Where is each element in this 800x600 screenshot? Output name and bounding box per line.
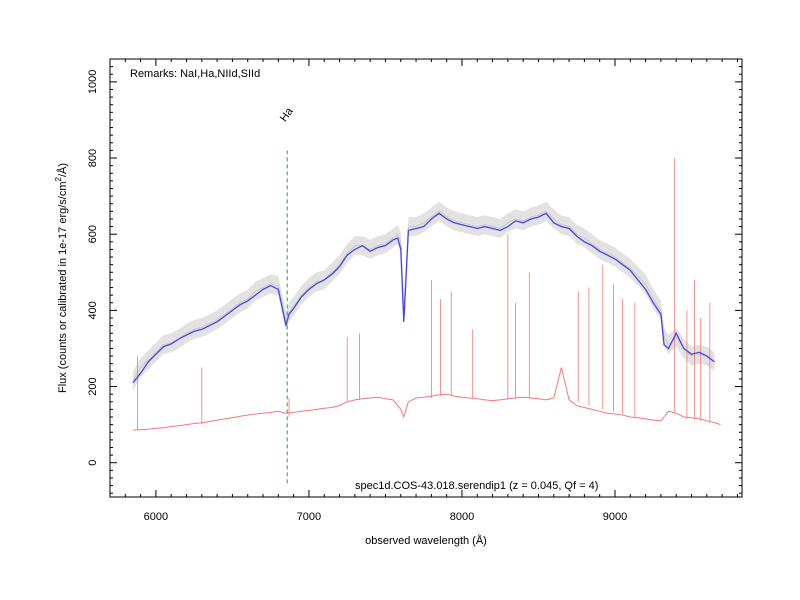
y-axis-label-sup: 2 [54, 176, 63, 181]
object-label: spec1d.COS-43.018.serendip1 (z = 0.045, … [355, 480, 598, 492]
y-tick-label: 400 [87, 301, 99, 319]
remarks-text: Remarks: NaI,Ha,NIId,SIId [130, 68, 260, 80]
smoothed-flux-line [132, 212, 715, 384]
error-flux-series [132, 158, 721, 431]
x-axis-label: observed wavelength (Å) [365, 534, 487, 547]
smoothed-flux-series [132, 212, 715, 384]
y-tick-label: 200 [87, 377, 99, 395]
raw-flux-band [133, 201, 715, 391]
y-axis-label-main: Flux (counts or calibrated in 1e-17 erg/… [57, 181, 69, 393]
raw-flux-series [132, 201, 715, 391]
y-tick-label: 1000 [87, 70, 99, 94]
ha-marker-label: Ha [278, 105, 296, 124]
x-tick-label: 8000 [450, 511, 474, 523]
axis-ticks: 6000 7000 8000 9000 0 200 400 600 800 1000 [87, 58, 742, 523]
y-tick-label: 600 [87, 225, 99, 243]
x-tick-label: 9000 [603, 511, 627, 523]
x-tick-label: 6000 [144, 511, 168, 523]
y-axis-label: Flux (counts or calibrated in 1e-17 erg/… [54, 163, 69, 393]
y-tick-label: 800 [87, 149, 99, 167]
y-axis-label-tail: /Å) [56, 163, 69, 177]
x-tick-label: 7000 [297, 511, 321, 523]
error-flux-line [132, 367, 721, 431]
plot-frame [109, 58, 743, 498]
y-tick-label: 0 [87, 460, 99, 466]
raw-flux-line [132, 210, 715, 382]
